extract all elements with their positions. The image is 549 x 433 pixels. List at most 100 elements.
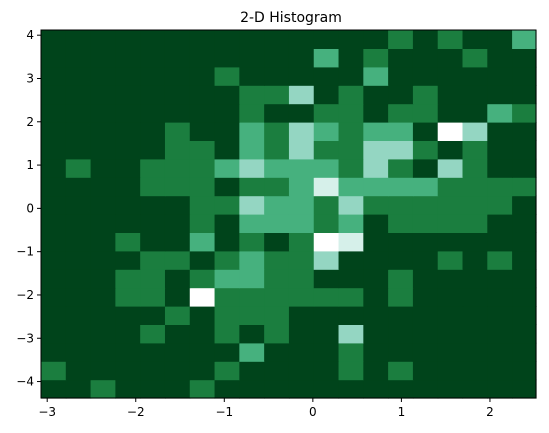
heatmap-cell	[388, 30, 414, 49]
heatmap-cell	[41, 158, 67, 178]
heatmap-cell	[412, 158, 439, 178]
heatmap-cell	[164, 361, 191, 381]
heatmap-cell	[437, 30, 464, 49]
heatmap-cell	[363, 122, 389, 141]
heatmap-cell	[41, 379, 67, 399]
heatmap-cell	[239, 85, 265, 105]
heatmap-cell	[164, 214, 191, 233]
heatmap-cell	[313, 250, 340, 270]
heatmap-cell	[412, 214, 439, 233]
heatmap-cell	[388, 66, 414, 86]
heatmap-cell	[140, 269, 166, 289]
heatmap-cell	[363, 85, 389, 105]
heatmap-cell	[65, 122, 92, 141]
heatmap-cell	[90, 158, 116, 178]
heatmap-cell	[189, 140, 216, 160]
heatmap-cell	[41, 48, 67, 68]
heatmap-cell	[437, 250, 464, 270]
heatmap-cell	[239, 140, 265, 160]
heatmap-cell	[41, 177, 67, 197]
heatmap-cell	[214, 324, 240, 344]
heatmap-cell	[313, 342, 340, 362]
heatmap-cell	[338, 103, 364, 123]
heatmap-cell	[214, 361, 240, 381]
heatmap-cell	[90, 48, 116, 68]
heatmap-cell	[313, 177, 340, 197]
heatmap-cell	[338, 140, 364, 160]
heatmap-cell	[164, 85, 191, 105]
heatmap-cell	[437, 379, 464, 399]
heatmap-cell	[363, 287, 389, 307]
heatmap-cell	[115, 342, 141, 362]
heatmap-cell	[115, 177, 141, 197]
heatmap-cell	[264, 342, 290, 362]
heatmap-cell	[338, 287, 364, 307]
heatmap-cell	[90, 30, 116, 49]
heatmap-cell	[412, 140, 439, 160]
heatmap-cell	[487, 379, 513, 399]
heatmap-cell	[115, 195, 141, 215]
heatmap-cell	[65, 195, 92, 215]
heatmap-cell	[338, 122, 364, 141]
heatmap-cell	[512, 103, 537, 123]
chart-title: 2-D Histogram	[240, 10, 342, 26]
heatmap-cell	[512, 214, 537, 233]
x-tick-label: −2	[127, 405, 145, 419]
heatmap-cell	[214, 232, 240, 252]
heatmap-cell	[313, 306, 340, 325]
y-tick-label: 3	[26, 71, 34, 85]
heatmap-cell	[288, 324, 315, 344]
heatmap-cell	[65, 306, 92, 325]
heatmap-cell	[65, 232, 92, 252]
heatmap-cell	[412, 232, 439, 252]
heatmap-cell	[313, 48, 340, 68]
heatmap-cell	[338, 30, 364, 49]
heatmap-cell	[512, 177, 537, 197]
heatmap-cell	[214, 306, 240, 325]
heatmap-cell	[214, 158, 240, 178]
heatmap-cell	[65, 103, 92, 123]
heatmap-cell	[164, 48, 191, 68]
heatmap-cell	[90, 85, 116, 105]
heatmap-cell	[90, 66, 116, 86]
heatmap-cell	[313, 140, 340, 160]
heatmap-cell	[487, 214, 513, 233]
heatmap-cell	[512, 122, 537, 141]
heatmap-cell	[115, 324, 141, 344]
heatmap-cell	[164, 177, 191, 197]
heatmap-cell	[462, 30, 488, 49]
heatmap-cell	[363, 66, 389, 86]
heatmap-cell	[140, 287, 166, 307]
heatmap-cell	[264, 214, 290, 233]
y-tick-label: 0	[26, 201, 34, 215]
x-tick-label: 0	[309, 405, 317, 419]
y-tick-label: −1	[16, 245, 34, 259]
heatmap-cell	[164, 342, 191, 362]
heatmap-cell	[239, 177, 265, 197]
heatmap-cell	[239, 66, 265, 86]
heatmap-cell	[90, 214, 116, 233]
x-axis: −3 −2 −1 0 1 2	[38, 398, 494, 419]
heatmap-cell	[140, 232, 166, 252]
heatmap-cell	[437, 342, 464, 362]
heatmap-cell	[189, 250, 216, 270]
heatmap-cell	[487, 66, 513, 86]
heatmap-cell	[288, 232, 315, 252]
heatmap-cell	[437, 48, 464, 68]
heatmap-cell	[189, 66, 216, 86]
heatmap-cell	[164, 232, 191, 252]
heatmap-cell	[41, 232, 67, 252]
heatmap-cell	[214, 103, 240, 123]
heatmap-cell	[264, 379, 290, 399]
heatmap-cell	[41, 250, 67, 270]
heatmap-cell	[363, 195, 389, 215]
heatmap-cell	[512, 48, 537, 68]
heatmap-cell	[214, 177, 240, 197]
heatmap-cell	[363, 361, 389, 381]
heatmap-cell	[115, 140, 141, 160]
heatmap-cell	[164, 122, 191, 141]
heatmap-cell	[512, 195, 537, 215]
heatmap-cell	[239, 379, 265, 399]
heatmap-cell	[65, 250, 92, 270]
heatmap-cell	[437, 66, 464, 86]
